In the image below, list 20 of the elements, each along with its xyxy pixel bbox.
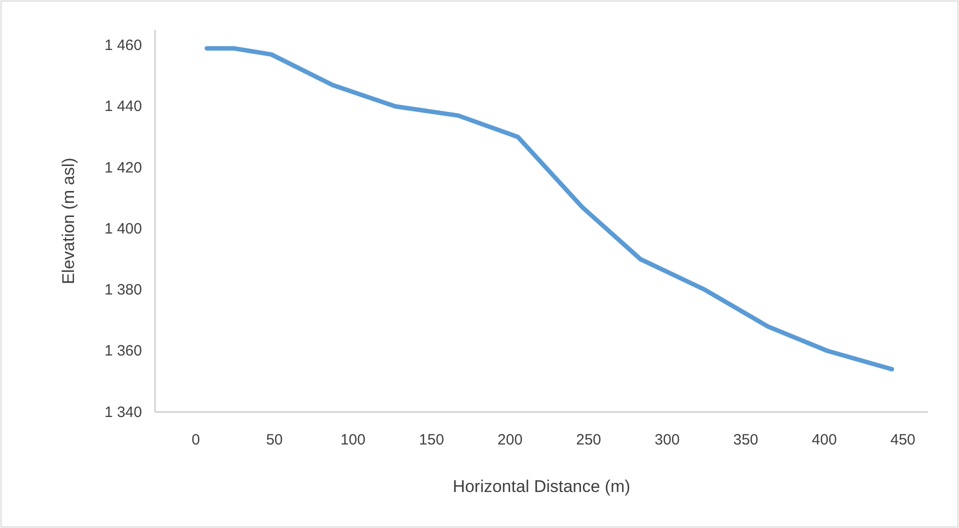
x-tick-label: 250	[576, 432, 602, 449]
y-tick-label: 1 340	[104, 404, 142, 421]
y-tick-label: 1 460	[104, 37, 142, 54]
x-tick-label: 450	[890, 432, 916, 449]
y-axis-title: Elevation (m asl)	[59, 158, 78, 284]
x-tick-label: 400	[812, 432, 837, 449]
x-tick-label: 50	[266, 432, 283, 449]
x-tick-label: 100	[340, 432, 366, 449]
x-axis-title: Horizontal Distance (m)	[452, 477, 630, 496]
line-series	[204, 46, 894, 372]
y-tick-label: 1 380	[104, 282, 142, 299]
x-tick-label: 150	[419, 432, 444, 449]
y-tick-label: 1 400	[104, 220, 142, 238]
y-tick-label: 1 360	[104, 342, 142, 360]
y-tick-label: 1 420	[104, 159, 142, 176]
x-tick-label: 300	[654, 432, 680, 449]
x-tick-label: 200	[498, 432, 523, 449]
y-tick-label: 1 440	[104, 98, 142, 116]
x-tick-label: 350	[733, 432, 758, 449]
x-tick-label: 0	[192, 432, 200, 449]
